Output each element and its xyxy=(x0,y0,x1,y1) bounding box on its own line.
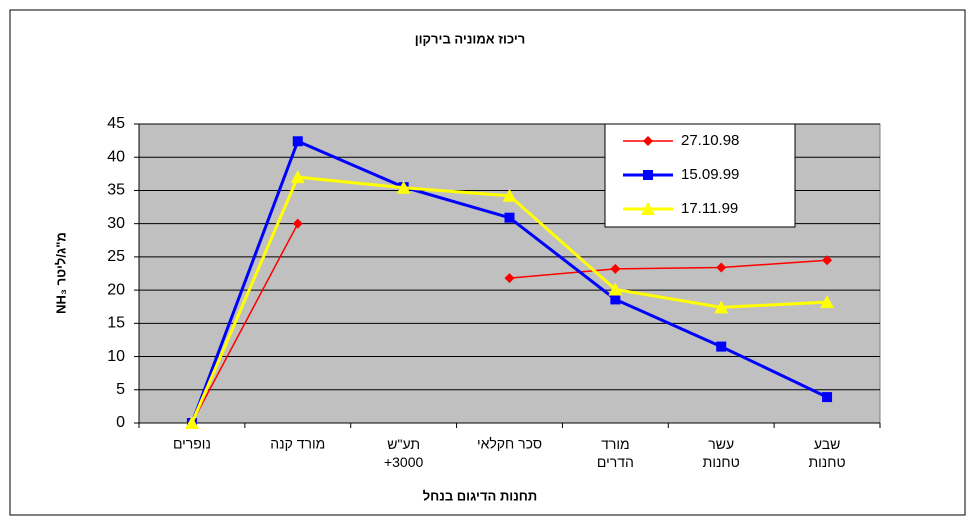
series-line xyxy=(191,223,828,424)
marker xyxy=(610,263,621,274)
y-tick-label: 5 xyxy=(116,381,125,398)
marker xyxy=(290,170,305,184)
marker xyxy=(292,218,303,229)
marker xyxy=(396,180,411,194)
x-tick-label: מורד הדרים xyxy=(597,436,634,470)
chart-title: ריכוז אמוניה בירקון xyxy=(415,31,526,46)
x-tick-label: סכר חקלאי xyxy=(477,436,542,452)
marker xyxy=(822,255,833,266)
y-tick-label: 10 xyxy=(107,348,125,365)
y-tick-label: 45 xyxy=(107,115,125,132)
x-axis-label: תחנות הדיגום בנחל xyxy=(423,488,538,503)
marker xyxy=(716,341,727,352)
marker xyxy=(504,273,515,284)
marker xyxy=(504,212,515,223)
y-tick-label: 25 xyxy=(107,248,125,265)
x-tick-label: נופרים xyxy=(173,436,211,452)
y-tick-label: 0 xyxy=(116,414,125,431)
y-axis-label: NH₃ מ"ג/ליטר xyxy=(53,232,68,314)
legend-label: 17.11.99 xyxy=(681,200,738,217)
y-tick-label: 30 xyxy=(107,215,125,232)
marker xyxy=(820,295,835,309)
legend-label: 15.09.99 xyxy=(681,166,739,183)
x-tick-label: תע"ש +3000 xyxy=(384,436,424,470)
y-tick-label: 20 xyxy=(107,281,125,298)
legend-marker xyxy=(643,170,653,180)
marker xyxy=(610,294,621,305)
legend-marker xyxy=(641,202,655,215)
y-tick-label: 40 xyxy=(107,148,125,165)
marker xyxy=(292,136,303,147)
legend-label: 27.10.98 xyxy=(681,132,739,149)
marker xyxy=(822,392,833,403)
marker xyxy=(716,262,727,273)
marker xyxy=(502,188,517,202)
x-tick-label: מורד קנה xyxy=(270,436,325,452)
marker xyxy=(608,282,623,296)
x-tick-label: עשר טחנות xyxy=(703,436,740,470)
marker xyxy=(184,416,199,429)
legend-marker xyxy=(643,136,653,146)
y-tick-label: 15 xyxy=(107,315,125,332)
x-tick-label: שבע טחנות xyxy=(809,436,846,470)
marker xyxy=(714,300,729,314)
y-tick-label: 35 xyxy=(107,182,125,199)
